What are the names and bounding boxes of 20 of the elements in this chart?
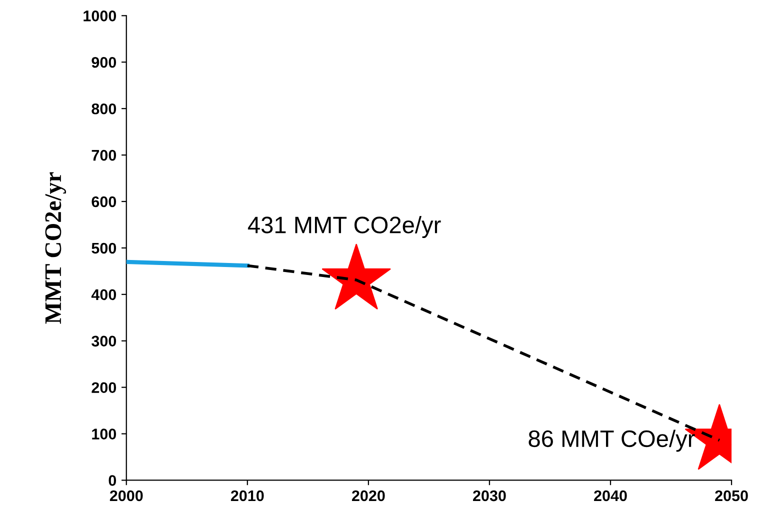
x-tick-label: 2000 [110,490,143,502]
y-tick-label: 200 [92,382,116,394]
x-tick-label: 2010 [230,490,264,502]
y-tick-label: 900 [92,56,116,68]
x-tick-label: 2020 [352,490,385,502]
y-axis-title: MMT CO2e/yr [45,172,66,324]
y-tick-label: 300 [92,336,116,347]
x-tick-label: 2030 [473,490,506,502]
annotation: 86 MMT COe/yr [528,430,695,452]
annotation: 431 MMT CO2e/yr [248,216,441,238]
y-tick-label: 0 [108,475,116,486]
y-tick-label: 1000 [84,10,116,22]
x-tick-label: 2040 [594,490,627,502]
y-tick-label: 700 [92,150,116,161]
y-tick-label: 500 [92,242,116,254]
y-tick-label: 800 [92,103,116,114]
x-tick-label: 2050 [715,490,748,502]
y-tick-label: 400 [91,289,116,300]
y-tick-label: 100 [92,428,116,440]
y-tick-label: 600 [92,196,116,208]
